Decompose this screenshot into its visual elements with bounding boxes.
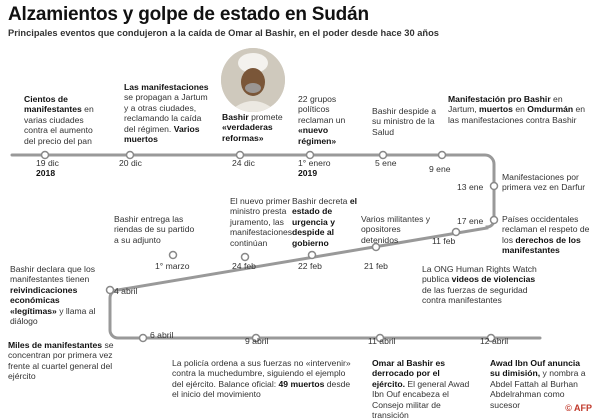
event-date: 12 abril [480, 336, 509, 346]
event-description: Bashir despide a su ministro de la Salud [372, 106, 437, 137]
timeline-dot [437, 150, 447, 160]
event-date: 6 abril [150, 330, 174, 340]
event-description: Manifestaciones por primera vez en Darfu… [502, 172, 586, 193]
event-date: 17 ene [457, 216, 484, 226]
timeline-dot [240, 252, 250, 262]
timeline-dot [168, 250, 178, 260]
event-date: 9 abril [245, 336, 269, 346]
event-date: 21 feb [364, 261, 388, 271]
event-description: Awad Ibn Ouf anuncia su dimisión, y nomb… [490, 358, 586, 410]
event-description: La policía ordena a sus fuerzas no «inte… [172, 358, 351, 400]
event-description: El nuevo primer ministro presta jurament… [230, 196, 293, 248]
timeline-dot [251, 333, 261, 343]
timeline-dot [125, 150, 135, 160]
event-description: Omar al Bashir es derrocado por el ejérc… [372, 358, 470, 420]
event-date: 4 abril [114, 286, 138, 296]
timeline-dot [307, 250, 317, 260]
afp-credit: © AFP [565, 403, 592, 413]
bashir-photo [221, 48, 285, 112]
event-date: 24 dic [232, 158, 255, 168]
event-description: Bashir promete «verdaderas reformas» [222, 112, 283, 143]
event-year: 2019 [298, 168, 318, 178]
timeline-dot [451, 227, 461, 237]
event-date: 20 dic [119, 158, 142, 168]
event-date: 5 ene [375, 158, 397, 168]
event-description: Bashir decreta el estado de urgencia y d… [292, 196, 357, 248]
event-date: 13 ene [457, 182, 484, 192]
timeline-dot [40, 150, 50, 160]
timeline-dot [378, 150, 388, 160]
event-date: 22 feb [298, 261, 322, 271]
timeline-dot [489, 181, 499, 191]
timeline-dot [235, 150, 245, 160]
event-date: 11 feb [432, 236, 456, 246]
timeline-dot [486, 333, 496, 343]
event-date: 1° enero 2019 [298, 158, 331, 178]
event-description: 22 grupos políticos reclaman un «nuevo r… [298, 94, 346, 146]
event-description: La ONG Human Rights Watch publica videos… [422, 264, 537, 306]
event-description: Países occidentales reclaman el respeto … [502, 214, 590, 256]
page-title: Alzamientos y golpe de estado en Sudán [8, 4, 369, 25]
event-date: 11 abril [368, 336, 396, 346]
timeline-dot [138, 333, 148, 343]
timeline-dot [105, 285, 115, 295]
event-year: 2018 [36, 168, 56, 178]
timeline-dot [489, 215, 499, 225]
afp-logo: AFP [574, 403, 592, 413]
timeline-dot [371, 242, 381, 252]
event-description: Las manifestaciones se propagan a Jartum… [124, 82, 209, 145]
event-description: Varios militantes y opositores detenidos [361, 214, 431, 245]
event-description: Manifestación pro Bashir en Jartum, muer… [448, 94, 586, 125]
event-description: Bashir declara que los manifestantes tie… [10, 264, 96, 327]
event-date: 19 dic 2018 [36, 158, 59, 178]
event-date: 1° marzo [155, 261, 190, 271]
event-description: Miles de manifestantes se concentran por… [8, 340, 114, 382]
timeline-dot [305, 150, 315, 160]
event-date: 9 ene [429, 164, 451, 174]
event-date: 24 feb [232, 261, 256, 271]
page-subtitle: Principales eventos que condujeron a la … [8, 28, 439, 38]
event-description: Bashir entrega las riendas de su partido… [114, 214, 195, 245]
timeline-dot [375, 333, 385, 343]
event-description: Cientos de manifestantes en varias ciuda… [24, 94, 94, 146]
